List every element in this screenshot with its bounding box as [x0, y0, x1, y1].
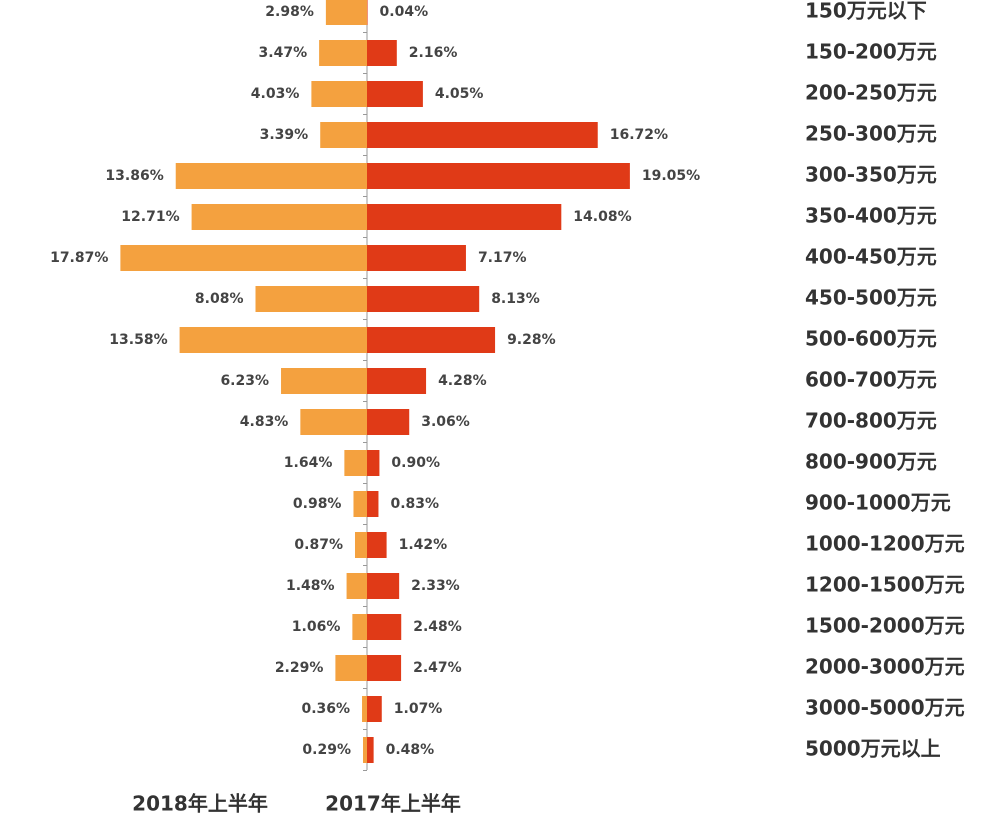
category-label: 150-200万元	[805, 40, 937, 64]
bar	[367, 409, 410, 435]
category-label: 1200-1500万元	[805, 573, 965, 597]
value-label: 1.06%	[292, 619, 341, 635]
bar	[367, 0, 368, 25]
value-label: 1.64%	[284, 455, 333, 471]
value-label: 13.58%	[109, 332, 167, 348]
bar	[367, 614, 402, 640]
value-label: 0.98%	[293, 496, 342, 512]
category-label: 300-350万元	[805, 163, 937, 187]
bar	[367, 81, 423, 107]
bar	[353, 491, 367, 517]
bar	[120, 245, 367, 271]
category-label: 500-600万元	[805, 327, 937, 351]
category-label: 700-800万元	[805, 409, 937, 433]
value-label: 13.86%	[105, 168, 163, 184]
bar	[281, 368, 367, 394]
value-label: 2.48%	[413, 619, 462, 635]
category-label: 1000-1200万元	[805, 532, 965, 556]
bar	[367, 368, 427, 394]
bar	[191, 204, 367, 230]
value-label: 4.83%	[240, 414, 289, 430]
value-label: 0.36%	[301, 701, 350, 717]
value-label: 1.07%	[394, 701, 443, 717]
value-label: 6.23%	[220, 373, 269, 389]
legend-label: 2017年上半年	[325, 792, 461, 816]
bar	[367, 655, 402, 681]
value-label: 3.47%	[259, 45, 308, 61]
bar	[300, 409, 367, 435]
bar	[352, 614, 367, 640]
value-label: 2.29%	[275, 660, 324, 676]
bar	[335, 655, 367, 681]
category-label: 250-300万元	[805, 122, 937, 146]
value-label: 0.87%	[294, 537, 343, 553]
value-label: 19.05%	[642, 168, 700, 184]
legend-label: 2018年上半年	[132, 792, 268, 816]
category-label: 350-400万元	[805, 204, 937, 228]
bar	[319, 40, 367, 66]
value-label: 0.83%	[390, 496, 439, 512]
value-label: 2.33%	[411, 578, 460, 594]
bar	[367, 122, 598, 148]
value-label: 0.90%	[391, 455, 440, 471]
value-label: 8.13%	[491, 291, 540, 307]
value-label: 12.71%	[121, 209, 179, 225]
bar	[175, 163, 367, 189]
value-label: 3.39%	[260, 127, 309, 143]
bar	[367, 532, 387, 558]
category-label: 200-250万元	[805, 81, 937, 105]
bar	[325, 0, 367, 25]
bar	[344, 450, 367, 476]
category-label: 2000-3000万元	[805, 655, 965, 679]
value-label: 2.47%	[413, 660, 462, 676]
bar	[367, 573, 400, 599]
bar	[354, 532, 367, 558]
value-label: 2.16%	[409, 45, 458, 61]
value-label: 9.28%	[507, 332, 556, 348]
value-label: 7.17%	[478, 250, 527, 266]
category-label: 3000-5000万元	[805, 696, 965, 720]
bar	[367, 450, 380, 476]
category-label: 900-1000万元	[805, 491, 951, 515]
bar	[346, 573, 367, 599]
value-label: 8.08%	[195, 291, 244, 307]
value-label: 1.48%	[286, 578, 335, 594]
bar	[367, 245, 466, 271]
value-label: 0.04%	[380, 4, 429, 20]
category-label: 400-450万元	[805, 245, 937, 269]
value-label: 4.28%	[438, 373, 487, 389]
bar	[367, 204, 562, 230]
bar	[367, 286, 480, 312]
value-label: 2.98%	[265, 4, 314, 20]
value-label: 0.29%	[302, 742, 351, 758]
bar	[255, 286, 367, 312]
value-label: 14.08%	[573, 209, 631, 225]
category-label: 5000万元以上	[805, 737, 941, 761]
value-label: 1.42%	[399, 537, 448, 553]
bar	[367, 327, 496, 353]
bar	[311, 81, 367, 107]
value-label: 3.06%	[421, 414, 470, 430]
value-label: 17.87%	[50, 250, 108, 266]
value-label: 4.05%	[435, 86, 484, 102]
value-label: 0.48%	[386, 742, 435, 758]
bar	[362, 737, 367, 763]
bar	[179, 327, 367, 353]
bar	[367, 491, 379, 517]
bar	[367, 696, 382, 722]
value-label: 16.72%	[610, 127, 668, 143]
bar	[367, 163, 630, 189]
category-label: 1500-2000万元	[805, 614, 965, 638]
bar	[362, 696, 367, 722]
value-label: 4.03%	[251, 86, 300, 102]
category-label: 450-500万元	[805, 286, 937, 310]
bar	[320, 122, 367, 148]
bar	[367, 737, 374, 763]
bar	[367, 40, 397, 66]
category-label: 150万元以下	[805, 0, 927, 23]
category-label: 800-900万元	[805, 450, 937, 474]
category-label: 600-700万元	[805, 368, 937, 392]
